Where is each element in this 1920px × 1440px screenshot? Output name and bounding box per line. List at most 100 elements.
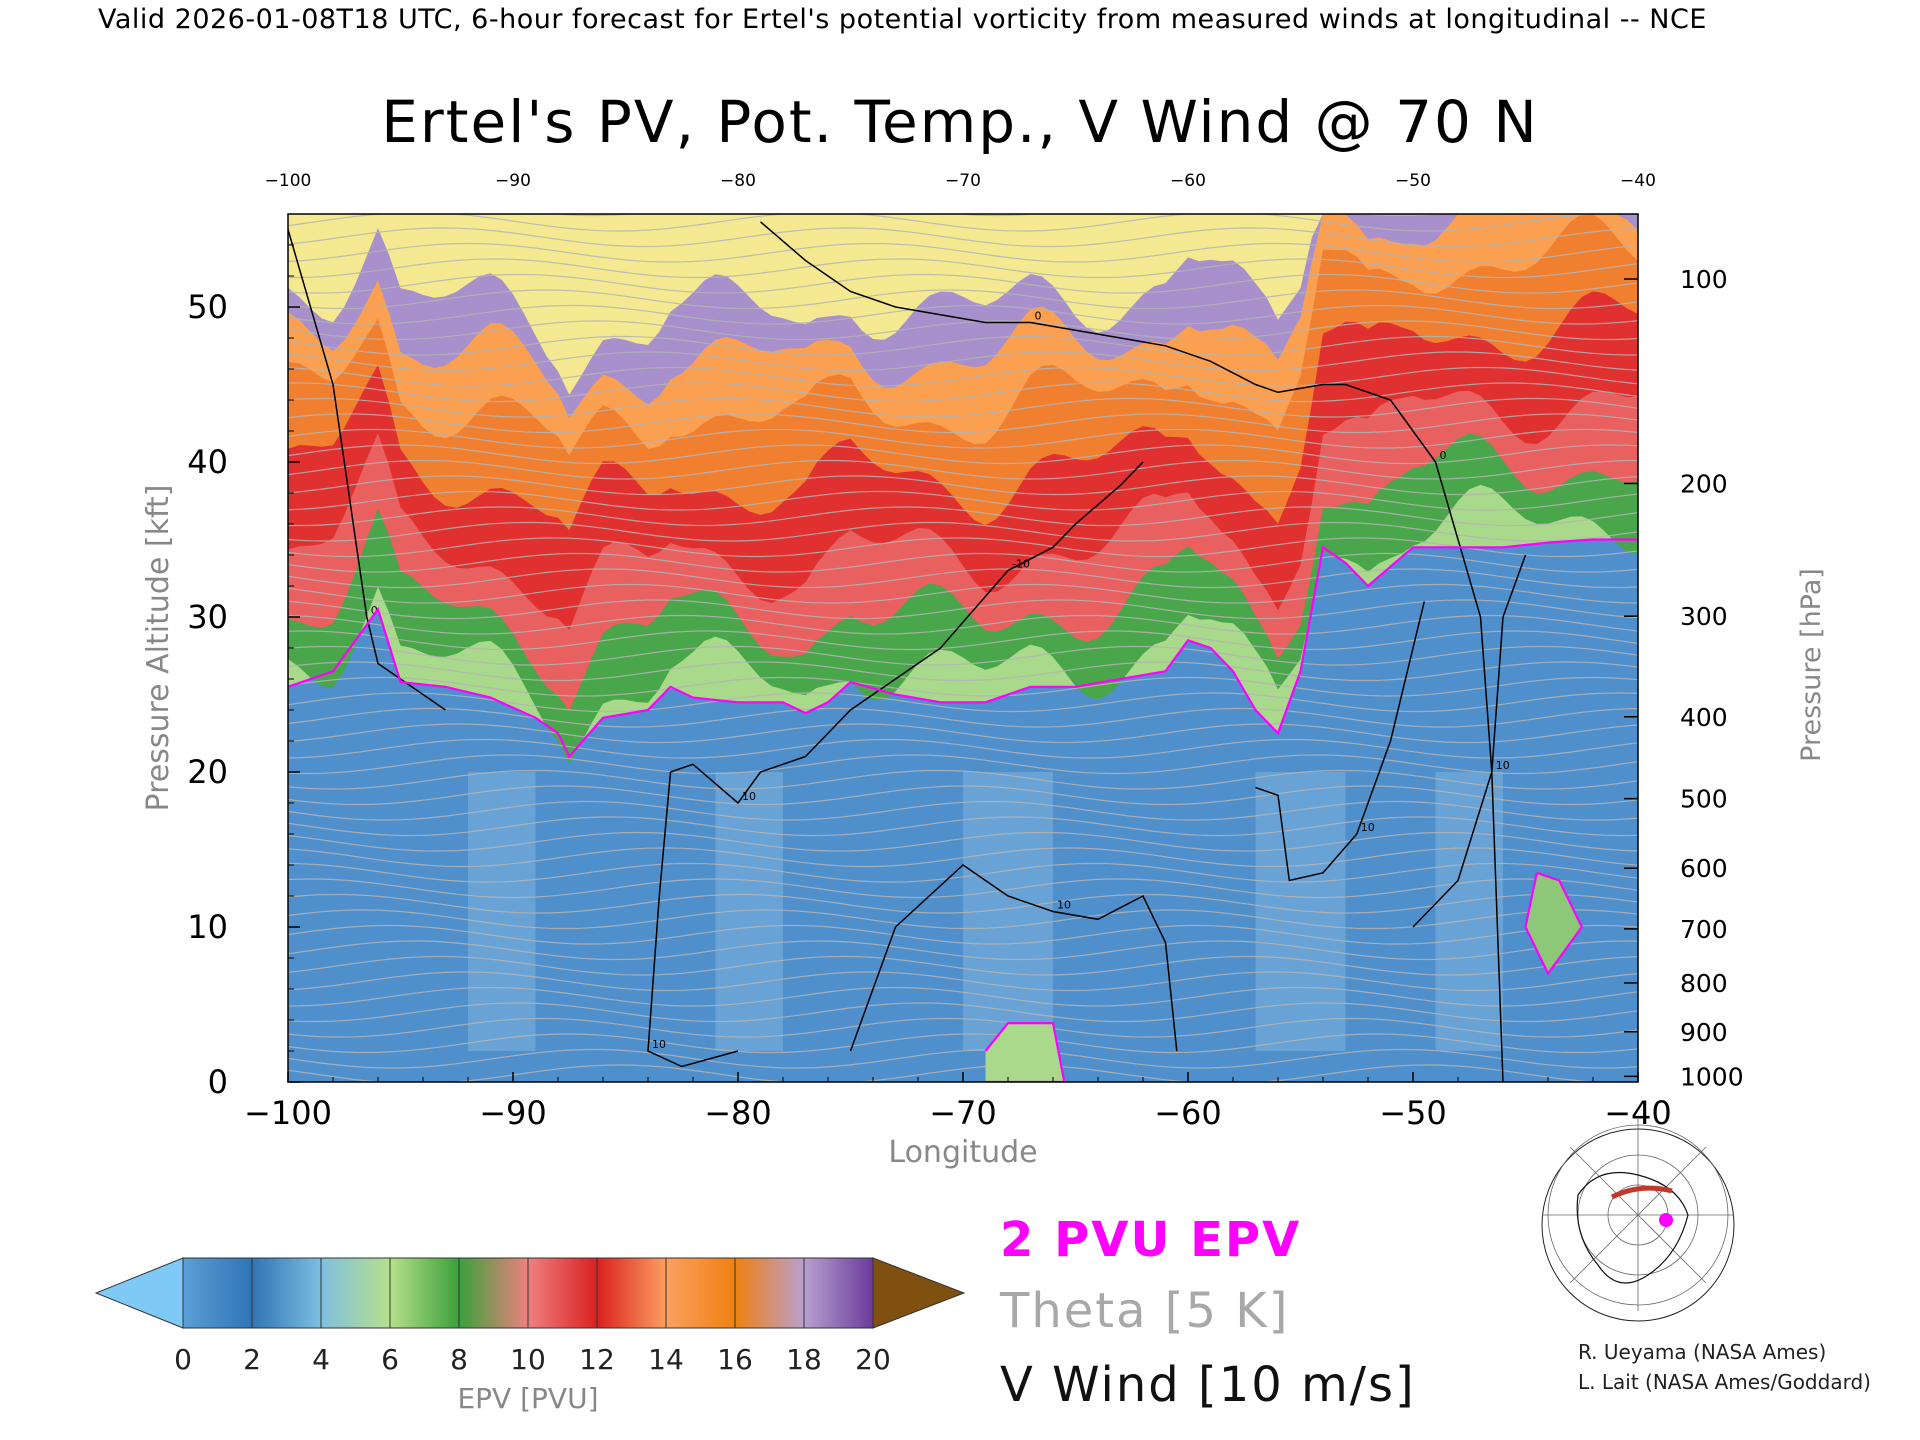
wind-contour-7: [1255, 601, 1426, 882]
wind-contour-5: [647, 771, 739, 1068]
theta-line: [288, 490, 1638, 511]
colorbar-segment: [528, 1258, 598, 1328]
theta-line: [288, 506, 1638, 527]
theta-line: [288, 707, 1638, 728]
theta-line: [288, 335, 1638, 356]
theta-line: [288, 428, 1638, 449]
theta-line: [288, 459, 1638, 480]
plot-axes: −100 −100 −90 −90 −80 −80 −70 −70 −60 −60 −50 −50 −4…: [141, 171, 1827, 1170]
inset-meridian: [1637, 1146, 1707, 1216]
x-tick-label: −50: [1379, 1094, 1447, 1132]
colorbar-segment: [459, 1258, 529, 1328]
colorbar-tick-label: 18: [786, 1343, 822, 1376]
inset-marker: [1659, 1213, 1673, 1227]
theta-line: [288, 862, 1638, 883]
top-tick-label: −60: [1170, 171, 1206, 191]
colorbar-label: EPV [PVU]: [457, 1382, 598, 1415]
y-tick-label: 30: [187, 598, 228, 636]
theta-line: [288, 475, 1638, 496]
pv-2pvu-lowlevel-0: [984, 1022, 1066, 1082]
colorbar-tick-label: 6: [381, 1343, 399, 1376]
theta-line: [288, 366, 1638, 387]
inset-meridian: [1569, 1146, 1639, 1216]
theta-line: [288, 382, 1638, 403]
colorbar-tick-label: 10: [510, 1343, 546, 1376]
colorbar-segment: [597, 1258, 667, 1328]
wind-contour-2: [1277, 383, 1504, 1082]
wind-contour-1: [760, 221, 1279, 394]
theta-line: [288, 521, 1638, 542]
pressure-tick-label: 800: [1680, 969, 1728, 998]
theta-line: [288, 738, 1638, 759]
theta-isentropes: [288, 214, 1638, 1082]
theta-line: [288, 1048, 1638, 1069]
colorbar-over-arrow: [872, 1257, 966, 1329]
colorbar-tick-label: 16: [717, 1343, 753, 1376]
chart-title: Ertel's PV, Pot. Temp., V Wind @ 70 N: [381, 88, 1539, 156]
theta-line: [288, 692, 1638, 713]
theta-line: [288, 630, 1638, 651]
v-wind-contours: 0 0 0 -10 10 10 10 10 10: [288, 221, 1527, 1082]
x-tick-label: −90: [479, 1094, 547, 1132]
theta-line: [288, 800, 1638, 821]
theta-line: [288, 1002, 1638, 1023]
colorbar-under-arrow: [94, 1257, 184, 1329]
colorbar-tick-label: 8: [450, 1343, 468, 1376]
inset-map: [1541, 1119, 1735, 1322]
x-tick-label: −80: [704, 1094, 772, 1132]
theta-line: [288, 258, 1638, 279]
theta-line: [288, 971, 1638, 992]
y-axis-label: Pressure Altitude [kft]: [141, 485, 176, 812]
legend-theta-label: Theta [5 K]: [1000, 1283, 1290, 1339]
colorbar-segment: [252, 1258, 322, 1328]
top-tick-label: −80: [720, 171, 756, 191]
y-tick-label: 40: [187, 443, 228, 481]
colorbar-tick-label: 2: [243, 1343, 261, 1376]
theta-line: [288, 242, 1638, 263]
colorbar-segment: [666, 1258, 736, 1328]
pressure-tick-label: 1000: [1680, 1062, 1744, 1091]
wind-contour-label: -10: [1012, 558, 1030, 571]
inset-meridian: [1637, 1214, 1707, 1284]
wind-contour-label: 10: [742, 790, 756, 803]
credit-line-1: R. Ueyama (NASA Ames): [1578, 1340, 1827, 1364]
colorbar-segment: [321, 1258, 391, 1328]
wind-contour-label: 0: [1035, 310, 1042, 323]
pressure-tick-label: 700: [1680, 915, 1728, 944]
theta-line: [288, 537, 1638, 558]
theta-line: [288, 816, 1638, 837]
top-tick-label: −40: [1620, 171, 1656, 191]
pressure-tick-label: 300: [1680, 602, 1728, 631]
epv-streak-3: [1255, 772, 1346, 1051]
theta-line: [288, 568, 1638, 589]
theta-line: [288, 645, 1638, 666]
epv-heatmap: [288, 214, 1638, 1082]
pv-2pvu-tropopause: [288, 538, 1638, 759]
theta-line: [288, 847, 1638, 868]
wind-contour-0: [288, 229, 446, 711]
wind-contour-label: 0: [371, 604, 378, 617]
inset-coastline: [1576, 1171, 1689, 1284]
pressure-tick-label: 400: [1680, 703, 1728, 732]
theta-line: [288, 214, 1600, 232]
colorbar-segment: [735, 1258, 805, 1328]
theta-line: [288, 893, 1638, 914]
theta-line: [288, 583, 1638, 604]
wind-contour-label: 0: [1440, 449, 1447, 462]
theta-line: [288, 444, 1638, 465]
theta-line: [288, 397, 1638, 418]
wind-contour-3: [804, 461, 1144, 758]
theta-line: [288, 599, 1638, 620]
credit-line-2: L. Lait (NASA Ames/Goddard): [1578, 1370, 1871, 1394]
theta-line: [288, 754, 1638, 775]
theta-line: [288, 661, 1638, 682]
y-tick-label: 10: [187, 908, 228, 946]
pressure-tick-label: 600: [1680, 854, 1728, 883]
theta-line: [288, 273, 1638, 294]
theta-line: [288, 304, 1638, 325]
colorbar-tick-label: 14: [648, 1343, 684, 1376]
colorbar-segment: [390, 1258, 460, 1328]
theta-line: [288, 413, 1638, 434]
theta-line: [288, 723, 1638, 744]
